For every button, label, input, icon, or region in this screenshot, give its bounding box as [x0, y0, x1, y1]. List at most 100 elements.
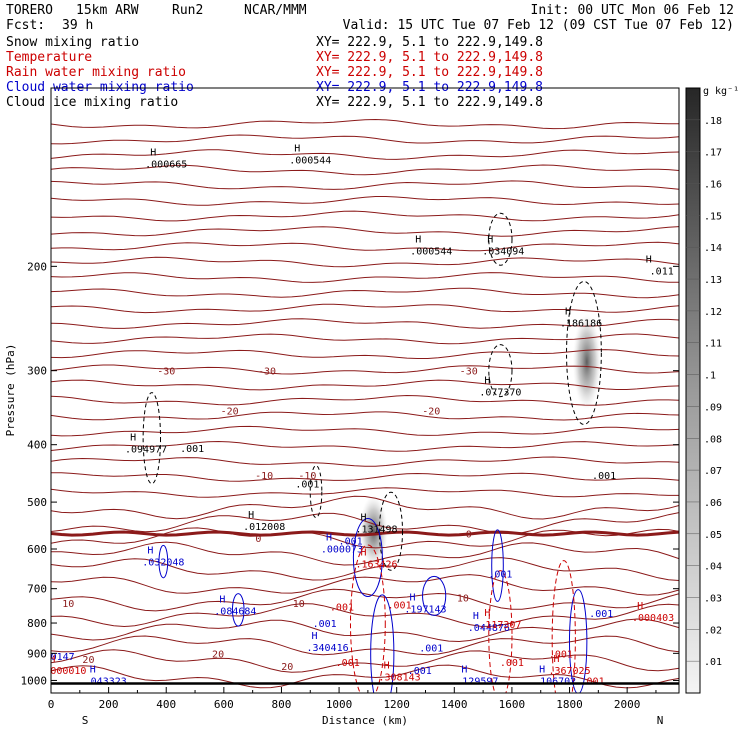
maximum-marker: H — [637, 601, 643, 612]
isotherm-line — [51, 303, 679, 314]
isotherm-line — [51, 411, 679, 421]
isotherm-line — [51, 487, 679, 498]
maximum-value: .000544 — [410, 246, 452, 257]
x-tick-label: 800 — [272, 698, 292, 711]
maximum-value: .000665 — [145, 159, 187, 170]
mixing-ratio-contour — [352, 517, 383, 597]
legend-temperature-coords: XY= 222.9, 5.1 to 222.9,149.8 — [316, 50, 543, 65]
isotherm-line — [51, 118, 679, 130]
isotherm-line — [51, 164, 679, 176]
x-axis: 0 200 400 600 800 1000 1200 1400 1600 1800 2000 — [48, 687, 657, 711]
isotherm-line — [51, 635, 679, 656]
init-time: Init: 00 UTC Mon 06 Feb 12 — [531, 3, 735, 18]
isotherm-label: 10 — [62, 599, 74, 610]
isotherm-label: -10 — [298, 471, 316, 482]
maximum-value: .117307 — [479, 620, 521, 631]
maximum-value: .367025 — [548, 666, 590, 677]
contour-value-label: .001 — [295, 479, 319, 490]
isotherm-line — [51, 333, 679, 345]
colorbar-tick-label: .17 — [704, 148, 722, 159]
resolution: 15km ARW — [76, 3, 139, 18]
maximum-value: .0147 — [45, 652, 75, 663]
maximum-marker: H — [361, 512, 367, 523]
maximum-value: .077370 — [479, 387, 521, 398]
isotherm-line — [51, 649, 679, 673]
contour-value-label: .001 — [500, 658, 524, 669]
isotherm-label: 20 — [212, 649, 224, 660]
x-tick-label: 400 — [156, 698, 176, 711]
maximum-value: .000403 — [632, 613, 674, 624]
isotherm-label: -20 — [422, 406, 440, 417]
legend-temperature: Temperature — [6, 50, 92, 65]
maximum-marker: H — [484, 375, 490, 386]
x-tick-label: 1000 — [326, 698, 353, 711]
contour-value-label: .001 — [388, 601, 412, 612]
mixing-ratio-contour — [349, 544, 386, 693]
x-tick-label: 1400 — [441, 698, 468, 711]
maximum-value: .197143 — [404, 605, 446, 616]
isotherm-line — [51, 664, 679, 689]
isotherm-line — [51, 574, 679, 596]
maximum-value: .308143 — [378, 673, 420, 684]
legend-snow: Snow mixing ratio — [6, 35, 139, 50]
isotherm-label: 10 — [293, 599, 305, 610]
mixing-ratio-contour — [551, 560, 576, 693]
x-axis-label: Distance (km) — [322, 714, 408, 727]
colorbar-tick-label: .09 — [704, 402, 722, 413]
isotherm-label: 20 — [281, 662, 293, 673]
isotherm-line — [51, 472, 679, 482]
isotherm-line — [51, 149, 679, 160]
x-tick-label: 200 — [99, 698, 119, 711]
field-legend: Snow mixing ratio XY= 222.9, 5.1 to 222.… — [6, 35, 543, 110]
colorbar-unit: g kg⁻¹ — [703, 86, 739, 97]
moisture-contours — [142, 212, 602, 693]
y-axis-label: Pressure (hPa) — [4, 344, 17, 437]
colorbar-tick-label: .15 — [704, 211, 722, 222]
maximum-value: .032048 — [142, 557, 184, 568]
isotherm-label: -20 — [221, 406, 239, 417]
snow-shaded-region — [359, 495, 388, 568]
mixing-ratio-contour — [568, 589, 588, 693]
y-tick-label: 800 — [27, 617, 47, 630]
maximum-marker: H — [326, 533, 332, 544]
header: TORERO 15km ARW Run2 NCAR/MMM Init: 00 U… — [6, 3, 734, 33]
isotherm-label: -30 — [157, 367, 175, 378]
mixing-ratio-contour — [422, 575, 447, 616]
isotherm-label: 20 — [82, 655, 94, 666]
colorbar-tick-label: .05 — [704, 530, 722, 541]
isotherm-line — [51, 318, 679, 329]
contour-value-label: .001 — [339, 536, 363, 547]
maximum-value: .000073 — [321, 545, 363, 556]
contour-value-label: .001 — [419, 644, 443, 655]
legend-cloud-ice: Cloud ice mixing ratio — [6, 95, 178, 110]
mixing-ratio-contour — [488, 344, 513, 398]
maximum-value: .163426 — [355, 560, 397, 571]
maximum-marker: H — [361, 548, 367, 559]
colorbar-tick-label: .16 — [704, 180, 722, 191]
maximum-value: .340416 — [306, 643, 348, 654]
legend-cloud-ice-coords: XY= 222.9, 5.1 to 222.9,149.8 — [316, 95, 543, 110]
isotherm-line — [51, 557, 679, 581]
maximum-marker: H — [384, 661, 390, 672]
isotherm-line — [51, 588, 679, 612]
mixing-ratio-contour — [488, 570, 513, 693]
forecast-hours: 39 h — [62, 18, 93, 33]
x-tick-label: 1800 — [556, 698, 583, 711]
maximum-value: .129597 — [456, 677, 498, 688]
colorbar-tick-label: .02 — [704, 625, 722, 636]
mixing-ratio-contour — [158, 544, 169, 579]
isotherm-line — [51, 210, 679, 222]
maximum-marker: H — [554, 654, 560, 665]
x-tick-label: 1600 — [499, 698, 526, 711]
colorbar-tick-label: .01 — [704, 657, 722, 668]
maximum-value: .186186 — [560, 319, 602, 330]
maximum-marker: H — [147, 545, 153, 556]
maximum-value: .000010 — [44, 666, 86, 677]
isotherm-label: -30 — [258, 367, 276, 378]
maximum-value: .084684 — [214, 606, 256, 617]
isotherm-line — [51, 394, 679, 406]
maximum-value: .094977 — [125, 445, 167, 456]
y-tick-label: 1000 — [21, 674, 48, 687]
north-label: N — [657, 714, 664, 727]
maximum-marker: H — [90, 665, 96, 676]
